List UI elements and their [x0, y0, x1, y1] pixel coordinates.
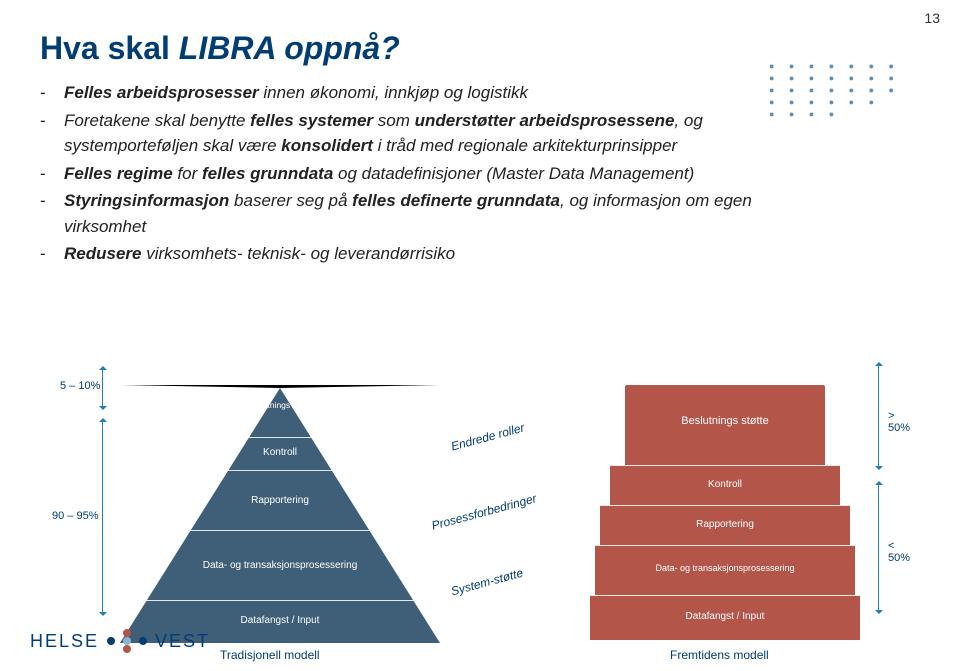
title-italic: LIBRA [179, 30, 276, 66]
logo-word-left: HELSE [30, 631, 99, 652]
bullet-text: Felles arbeidsprosesser innen økonomi, i… [64, 80, 820, 106]
bullet-item: -Redusere virksomhets- teknisk- og lever… [40, 241, 820, 267]
arrow-right-bottom [878, 485, 879, 610]
right-band-4: Datafangst / Input [590, 611, 860, 622]
bullet-dash: - [40, 80, 64, 106]
triangle-right: Beslutnings støtte Kontroll Rapportering… [590, 385, 860, 640]
model-label-right: Fremtidens modell [670, 648, 769, 662]
helse-vest-logo: HELSE VEST [30, 629, 210, 653]
right-band-3: Data- og transaksjonsprosessering [590, 563, 860, 573]
bullet-text: Foretakene skal benytte felles systemer … [64, 108, 820, 159]
left-band-0: Beslut­nings støtte [120, 401, 440, 410]
bullet-dash: - [40, 108, 64, 159]
bullet-dash: - [40, 188, 64, 239]
bullet-item: -Foretakene skal benytte felles systemer… [40, 108, 820, 159]
bullet-text: Styringsinformasjon baserer seg på felle… [64, 188, 820, 239]
bullet-text: Felles regime for felles grunndata og da… [64, 161, 820, 187]
left-band-2: Rapportering [120, 495, 440, 506]
left-band-4: Datafangst / Input [120, 615, 440, 626]
page-number: 13 [924, 10, 940, 26]
model-label-left: Tradisjonell modell [220, 648, 320, 662]
bullet-item: -Felles regime for felles grunndata og d… [40, 161, 820, 187]
pct-left-bottom: 90 – 95% [52, 510, 98, 522]
bullet-dash: - [40, 241, 64, 267]
right-band-0: Beslutnings støtte [590, 415, 860, 427]
right-band-1: Kontroll [590, 479, 860, 490]
title-suffix: oppnå? [275, 30, 399, 66]
arrow-left-top [102, 370, 103, 406]
pct-right-top: > 50% [888, 410, 910, 434]
triangles-diagram: 5 – 10% 90 – 95% Beslut­nings støtte Kon… [120, 360, 890, 640]
bullet-text: Redusere virksomhets- teknisk- og levera… [64, 241, 820, 267]
bullet-item: -Styringsinformasjon baserer seg på fell… [40, 188, 820, 239]
triangle-left: Beslut­nings støtte Kontroll Rapporterin… [120, 385, 440, 640]
arrow-right-top [878, 366, 879, 466]
logo-dots-icon [107, 629, 147, 653]
bullet-item: -Felles arbeidsprosesser innen økonomi, … [40, 80, 820, 106]
right-band-2: Rapportering [590, 519, 860, 530]
pct-right-bottom: < 50% [888, 540, 910, 564]
arrow-left-bottom [102, 422, 103, 612]
bullet-dash: - [40, 161, 64, 187]
left-band-3: Data- og transaksjonsprosessering [120, 560, 440, 571]
title-prefix: Hva skal [40, 30, 179, 66]
logo-word-right: VEST [155, 631, 210, 652]
pct-left-top: 5 – 10% [60, 380, 100, 392]
bullet-list: -Felles arbeidsprosesser innen økonomi, … [40, 80, 820, 269]
mid-label-0: Endrede roller [449, 420, 525, 453]
mid-label-2: System-støtte [449, 566, 524, 599]
left-band-1: Kontroll [120, 447, 440, 458]
mid-label-1: Prosessforbedringer [430, 491, 538, 532]
page-title: Hva skal LIBRA oppnå? [40, 30, 400, 67]
